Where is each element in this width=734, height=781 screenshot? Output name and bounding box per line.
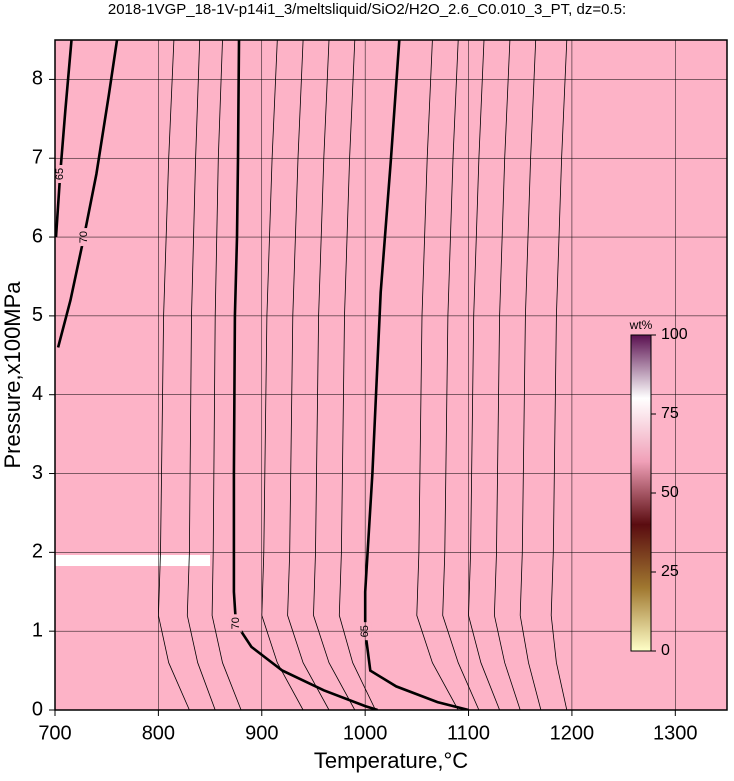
contour-label: 70 bbox=[230, 617, 242, 629]
x-axis-label: Temperature,°C bbox=[314, 748, 468, 773]
colorbar-tick-label: 50 bbox=[661, 484, 679, 501]
chart-title: 2018-1VGP_18-1V-p14i1_3/meltsliquid/SiO2… bbox=[108, 1, 626, 18]
y-tick-label: 1 bbox=[32, 619, 43, 641]
x-tick-label: 1200 bbox=[550, 722, 595, 744]
contour-label-bg bbox=[55, 165, 67, 183]
colorbar-tick-label: 75 bbox=[661, 405, 679, 422]
y-tick-label: 7 bbox=[32, 147, 43, 169]
x-tick-label: 1100 bbox=[447, 722, 490, 744]
y-axis-label: Pressure,x100MPa bbox=[0, 281, 25, 469]
colorbar-label: wt% bbox=[629, 318, 653, 332]
colorbar-tick-label: 0 bbox=[661, 642, 670, 659]
x-tick-label: 1300 bbox=[653, 722, 698, 744]
x-tick-label: 1000 bbox=[343, 722, 388, 744]
contour-label-bg bbox=[229, 614, 242, 633]
gap-band bbox=[55, 555, 210, 566]
colorbar-tick-label: 25 bbox=[661, 563, 679, 580]
x-tick-label: 900 bbox=[245, 722, 278, 744]
contour-label: 65 bbox=[54, 168, 66, 180]
x-tick-label: 800 bbox=[142, 722, 175, 744]
y-tick-label: 2 bbox=[32, 541, 43, 563]
contour-line bbox=[56, 40, 119, 348]
y-tick-label: 6 bbox=[32, 225, 43, 247]
y-tick-label: 3 bbox=[32, 462, 43, 484]
contour-line bbox=[55, 40, 73, 238]
contour-line bbox=[232, 40, 378, 710]
x-tick-label: 700 bbox=[38, 722, 71, 744]
y-tick-label: 4 bbox=[32, 383, 43, 405]
colorbar-tick-label: 100 bbox=[661, 326, 688, 343]
y-tick-label: 8 bbox=[32, 68, 43, 90]
plot-frame bbox=[54, 39, 728, 711]
y-tick-label: 5 bbox=[32, 304, 43, 326]
y-tick-label: 0 bbox=[32, 698, 43, 720]
colorbar bbox=[630, 334, 652, 652]
